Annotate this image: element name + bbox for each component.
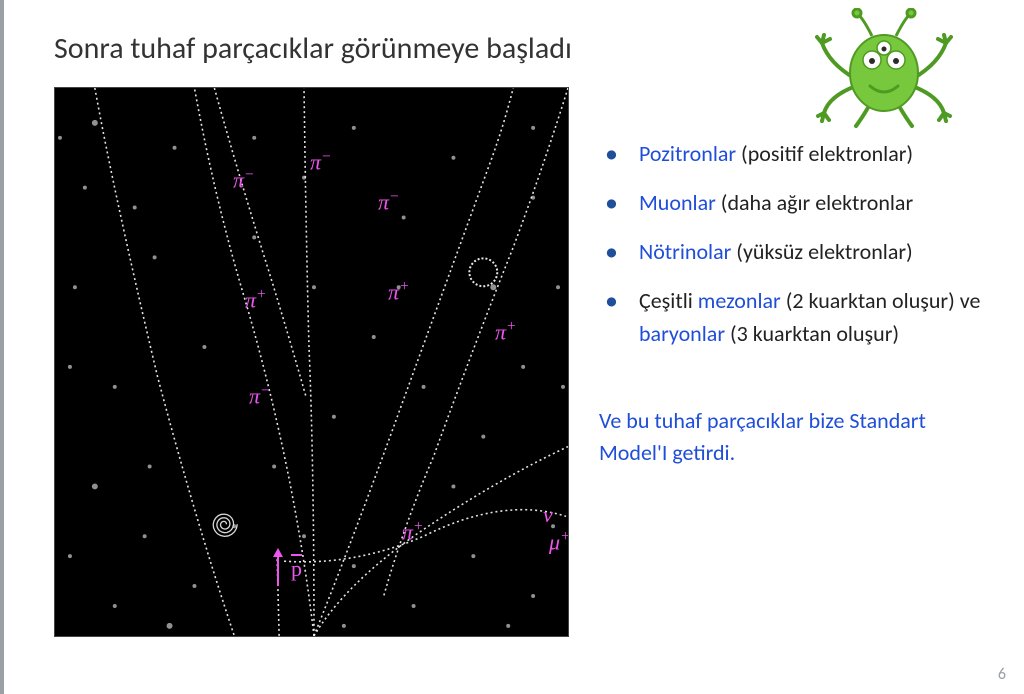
particle-label: π− [233,166,254,193]
bullet-text: (3 kuarktan oluşur) [725,320,899,347]
page-number: 6 [998,665,1006,684]
particle-label: π+ [495,318,516,345]
particle-label: π+ [402,518,423,545]
list-item: Nötrinolar (yüksüz elektronlar) [605,235,994,268]
keyword: Muonlar [639,189,716,216]
particle-label: π− [378,188,399,215]
keyword: Pozitronlar [639,140,736,167]
bullet-text: (2 kuarktan oluşur) ve [781,287,981,314]
keyword: mezonlar [698,287,781,314]
keyword: baryonlar [639,320,725,347]
footer-text: Ve bu tuhaf parçacıklar bize Standart Mo… [599,405,994,469]
bullet-list: Pozitronlar (positif elektronlar) Muonla… [599,137,994,350]
particle-label: p [291,556,302,582]
alien-illustration [814,8,954,128]
bullet-text: Çeşitli [639,287,698,314]
list-item: Çeşitli mezonlar (2 kuarktan oluşur) ve … [605,284,994,350]
momentum-arrow [277,556,279,586]
slide: Sonra tuhaf parçacıklar görünmeye başlad… [0,0,1024,694]
bullet-text: (positif elektronlar) [736,140,913,167]
bullet-text: (daha ağır elektronlar [716,189,913,216]
particle-label: π+ [388,278,409,305]
particle-label: μ+ [549,528,569,555]
particle-label: π− [249,382,270,409]
particle-label: ν [543,502,553,528]
keyword: Nötrinolar [639,238,731,265]
list-item: Muonlar (daha ağır elektronlar [605,186,994,219]
content-row: π− π− π− π+ π+ π+ π− π+ νμ+ p Pozitronlar (positi… [54,87,994,637]
bubble-chamber-image: π− π− π− π+ π+ π+ π− π+ νμ+ p [54,87,569,637]
list-item: Pozitronlar (positif elektronlar) [605,137,994,170]
particle-label: π+ [245,286,266,313]
bullet-text: (yüksüz elektronlar) [731,238,912,265]
right-column: Pozitronlar (positif elektronlar) Muonla… [599,87,994,469]
particle-label: π− [310,148,331,175]
